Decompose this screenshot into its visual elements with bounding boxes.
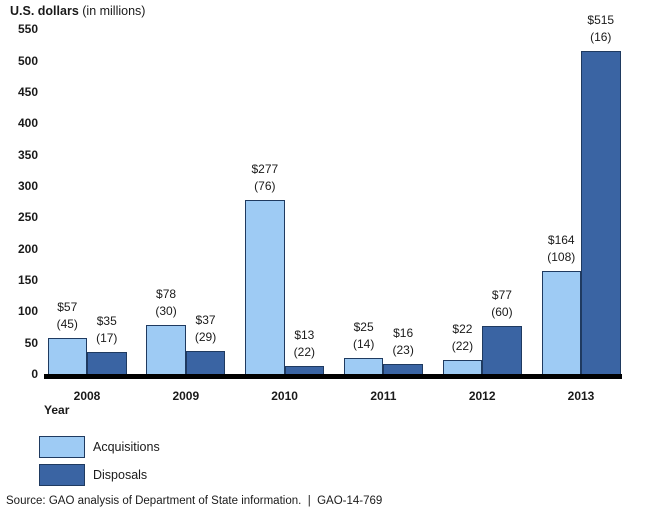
y-tick-350: 350 <box>17 147 38 162</box>
chart-title-bold: U.S. dollars <box>10 4 79 18</box>
x-tick-2012: 2012 <box>468 389 496 403</box>
bar-label-acquisitions-2010: $277 (76) <box>251 162 279 194</box>
bar-label-disposals-2011: $16 (23) <box>392 325 414 357</box>
chart-title-units: (in millions) <box>78 4 146 18</box>
legend-label-acquisitions: Acquisitions <box>93 440 160 454</box>
disposals-legend-swatch <box>39 464 85 486</box>
bar-acquisitions-2008 <box>47 338 87 377</box>
source-note: Source: GAO analysis of Department of St… <box>6 495 383 507</box>
x-tick-2008: 2008 <box>73 389 101 403</box>
bar-label-disposals-2010: $13 (22) <box>293 327 316 359</box>
y-tick-0: 0 <box>31 367 38 381</box>
y-tick-100: 100 <box>17 304 38 319</box>
x-axis-line <box>44 374 622 379</box>
x-tick-2010: 2010 <box>271 389 298 403</box>
bar-label-acquisitions-2008: $57 (45) <box>56 300 78 332</box>
x-tick-2011: 2011 <box>370 389 397 403</box>
x-tick-2013: 2013 <box>567 389 595 403</box>
bar-acquisitions-2013 <box>541 271 581 377</box>
acquisitions-legend-swatch <box>39 436 85 458</box>
x-tick-2009: 2009 <box>172 389 200 403</box>
bar-label-disposals-2012: $77 (60) <box>491 287 513 319</box>
bar-label-disposals-2008: $35 (17) <box>96 314 118 346</box>
bar-acquisitions-2010 <box>245 200 285 377</box>
bar-disposals-2012 <box>482 325 522 377</box>
y-tick-450: 450 <box>17 84 38 99</box>
legend-label-disposals: Disposals <box>93 468 148 482</box>
bar-disposals-2013 <box>581 51 621 377</box>
bar-label-acquisitions-2011: $25 (14) <box>352 320 375 352</box>
y-tick-150: 150 <box>17 272 38 287</box>
y-tick-500: 500 <box>17 53 38 68</box>
bar-label-acquisitions-2013: $164 (108) <box>547 233 576 265</box>
y-tick-550: 550 <box>17 22 38 37</box>
bar-label-disposals-2013: $515 (16) <box>587 13 615 45</box>
y-tick-400: 400 <box>17 116 38 131</box>
chart-title: U.S. dollars (in millions) <box>10 4 145 18</box>
x-axis-title: Year <box>44 403 70 417</box>
bar-label-disposals-2009: $37 (29) <box>194 312 217 344</box>
y-tick-300: 300 <box>17 178 38 193</box>
bar-label-acquisitions-2012: $22 (22) <box>451 322 474 354</box>
y-tick-50: 50 <box>24 335 38 350</box>
y-tick-200: 200 <box>17 241 38 256</box>
y-tick-250: 250 <box>17 210 38 225</box>
bar-label-acquisitions-2009: $78 (30) <box>155 287 177 319</box>
